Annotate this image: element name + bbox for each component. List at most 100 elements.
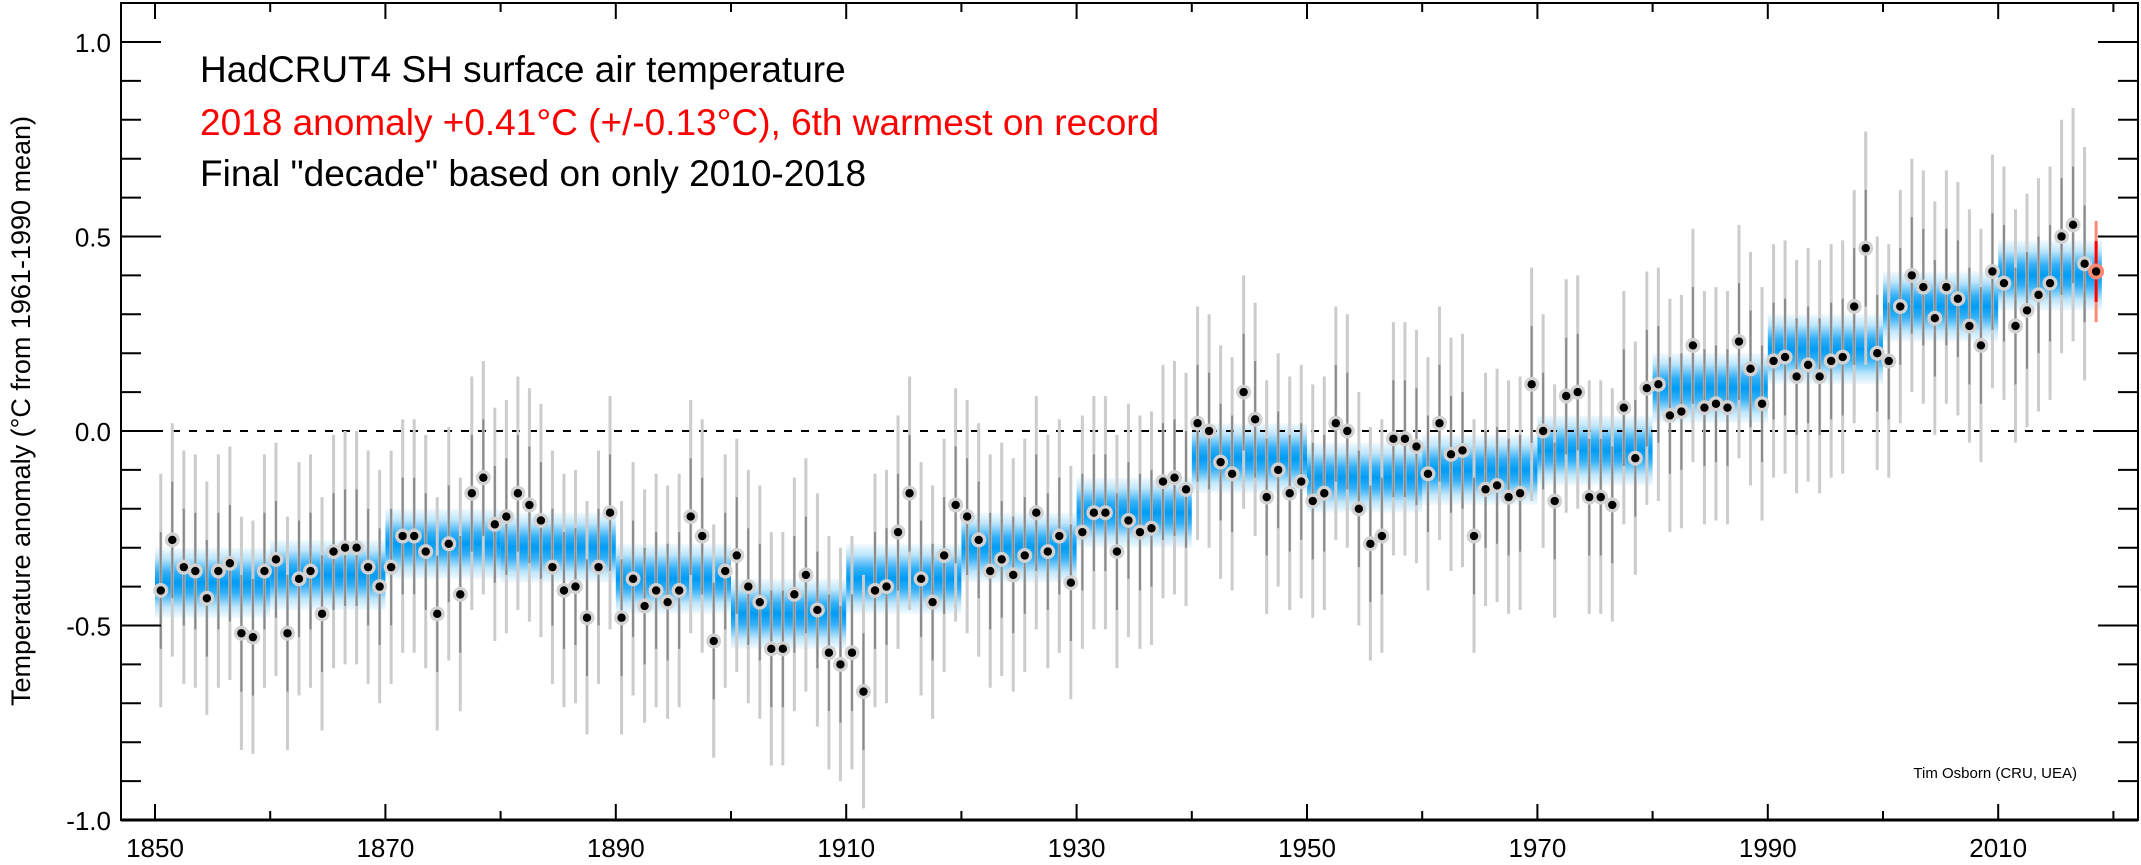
data-point [421, 547, 430, 556]
x-tick-label: 1990 [1739, 833, 1797, 863]
data-point [1642, 384, 1652, 393]
data-point [1596, 492, 1605, 502]
data-point [1331, 419, 1341, 428]
data-point [1055, 531, 1064, 541]
data-point [1274, 465, 1283, 475]
decadal-band [1307, 442, 1423, 513]
y-axis-title: Temperature anomaly (°C from 1961-1990 m… [6, 116, 36, 706]
data-point [1043, 547, 1053, 556]
data-point [1135, 527, 1145, 537]
data-point [1896, 302, 1905, 311]
data-point [1020, 551, 1029, 560]
data-point [1389, 434, 1398, 443]
data-point [2011, 321, 2020, 331]
annual-points [153, 217, 2105, 700]
data-point [628, 574, 638, 584]
data-point [1032, 508, 1041, 517]
data-point [1481, 485, 1490, 494]
data-point [1400, 434, 1410, 443]
data-point [456, 590, 465, 599]
data-point [790, 590, 799, 599]
data-point [905, 489, 914, 498]
data-point [1734, 337, 1744, 346]
data-point [2045, 278, 2055, 288]
data-point [2068, 220, 2078, 230]
data-point [1112, 547, 1122, 556]
data-point [1458, 446, 1467, 455]
data-point [674, 586, 684, 595]
data-point [1631, 454, 1640, 463]
data-point [709, 636, 718, 646]
data-point [1193, 419, 1202, 428]
data-point [813, 605, 822, 615]
data-point [1792, 372, 1801, 381]
data-point [962, 512, 972, 521]
data-point [617, 613, 626, 622]
data-point [168, 535, 177, 545]
annotation-final-decade: Final "decade" based on only 2010-2018 [200, 153, 866, 194]
data-point [836, 660, 845, 669]
data-point [433, 609, 442, 619]
data-point [1930, 313, 1940, 323]
data-point [191, 566, 200, 576]
data-point [1366, 539, 1375, 549]
data-point [1320, 489, 1329, 498]
data-point [1147, 524, 1156, 533]
data-point [928, 597, 937, 607]
decadal-band [155, 547, 271, 618]
data-point [1158, 477, 1168, 486]
data-point [974, 535, 983, 545]
axes: 1850 1870 1890 1910 1930 1950 1970 1990 2010 -1.0… [66, 2, 2139, 863]
data-point [340, 543, 350, 552]
data-point [767, 644, 776, 654]
data-point [1089, 508, 1099, 517]
y-tick-label: -1.0 [66, 806, 111, 836]
y-tick-label: -0.5 [66, 612, 111, 642]
data-point [1942, 282, 1951, 292]
x-tick-label: 1870 [356, 833, 414, 863]
data-point [859, 687, 868, 696]
data-point [640, 601, 649, 611]
data-point [824, 648, 834, 657]
data-point [329, 547, 338, 556]
data-point [271, 555, 281, 564]
data-point [1654, 380, 1663, 389]
data-point [1838, 352, 1847, 362]
data-point [1170, 473, 1179, 482]
data-point [1769, 356, 1778, 366]
data-point [525, 500, 534, 510]
data-point [744, 582, 753, 591]
data-point [1988, 267, 1997, 276]
data-point [2022, 306, 2032, 315]
data-point [317, 609, 327, 619]
data-point [801, 570, 811, 580]
data-point [1446, 450, 1456, 459]
data-point [1423, 469, 1433, 478]
data-point [721, 566, 730, 576]
data-point [951, 500, 960, 510]
data-point [1815, 372, 1824, 381]
data-point [1850, 302, 1859, 311]
data-point [571, 582, 580, 591]
data-point [1999, 278, 2009, 288]
data-point [513, 489, 523, 498]
data-point [502, 512, 511, 521]
error-bars [159, 108, 2098, 809]
data-point [1884, 356, 1893, 366]
data-point [847, 648, 857, 657]
data-point [755, 597, 764, 607]
x-tick-label: 1930 [1048, 833, 1106, 863]
data-point [1538, 426, 1548, 436]
x-tick-label: 1950 [1278, 833, 1336, 863]
data-point [1527, 380, 1536, 389]
data-point [698, 531, 707, 541]
data-point [1550, 496, 1559, 506]
data-point [1515, 489, 1525, 498]
data-point [2034, 290, 2043, 300]
data-point [1124, 516, 1133, 525]
data-point [444, 539, 453, 549]
data-point [1746, 364, 1755, 373]
data-point [1861, 243, 1870, 253]
data-point [1262, 492, 1271, 502]
